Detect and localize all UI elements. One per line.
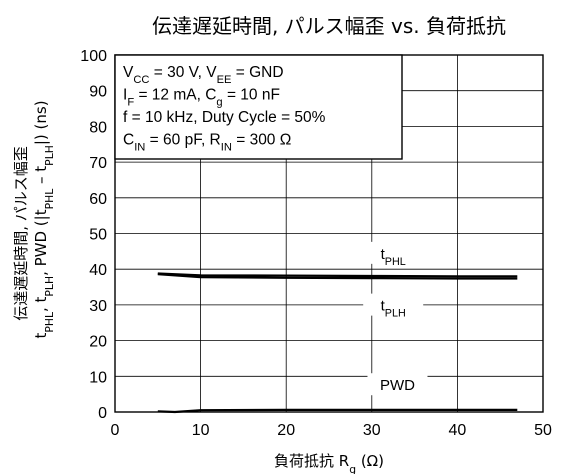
y-axis-label-line2: tPHL, tPLH, PWD (|tPHL – tPLH|) (ns) xyxy=(32,100,56,338)
x-axis-label: 負荷抵抗 Rg (Ω) xyxy=(274,452,384,474)
series-label-text: PWD xyxy=(380,377,415,394)
series-label-2: tPLH xyxy=(363,293,424,320)
series-label-bg xyxy=(363,241,424,264)
condition-line: f = 10 kHz, Duty Cycle = 50% xyxy=(123,109,326,126)
y-tick-label: 10 xyxy=(89,369,107,386)
chart-title: 伝達遅延時間, パルス幅歪 vs. 負荷抵抗 xyxy=(152,14,506,38)
y-axis-label-line1: 伝達遅延時間, パルス幅歪 xyxy=(12,146,30,321)
y-tick-label: 30 xyxy=(89,298,107,315)
x-tick-label: 30 xyxy=(363,422,381,439)
condition-line: IF = 12 mA, Cg = 10 nF xyxy=(123,87,280,109)
series-line-1 xyxy=(157,272,518,278)
series-label-3: PWD xyxy=(367,373,428,396)
x-tick-label: 0 xyxy=(111,422,120,439)
series-lines xyxy=(157,272,518,414)
y-tick-label: 0 xyxy=(98,405,107,422)
series-label-text: tPLH xyxy=(381,298,406,320)
series-label-bg xyxy=(363,293,424,316)
series-line-2 xyxy=(157,273,518,280)
series-labels: tPHL tPLH PWD xyxy=(363,241,428,396)
x-axis-ticks: 0 10 20 30 40 50 xyxy=(111,422,552,439)
x-tick-label: 40 xyxy=(449,422,467,439)
series-label-1: tPHL xyxy=(363,241,424,268)
y-tick-label: 50 xyxy=(89,227,107,244)
x-tick-label: 20 xyxy=(277,422,295,439)
y-tick-label: 20 xyxy=(89,334,107,351)
y-tick-label: 60 xyxy=(89,191,107,208)
y-tick-label: 80 xyxy=(89,119,107,136)
series-label-bg xyxy=(367,373,428,396)
y-tick-label: 90 xyxy=(89,84,107,101)
x-tick-label: 50 xyxy=(534,422,552,439)
series-label-text: tPHL xyxy=(381,246,406,268)
condition-line: CIN = 60 pF, RIN = 300 Ω xyxy=(123,132,291,154)
y-tick-label: 100 xyxy=(80,48,107,65)
y-tick-label: 70 xyxy=(89,155,107,172)
x-tick-label: 10 xyxy=(192,422,210,439)
conditions-frame xyxy=(114,54,403,160)
y-tick-label: 40 xyxy=(89,262,107,279)
y-axis-ticks: 0 10 20 30 40 50 60 70 80 90 100 xyxy=(80,48,107,422)
condition-line: VCC = 30 V, VEE = GND xyxy=(123,64,284,86)
